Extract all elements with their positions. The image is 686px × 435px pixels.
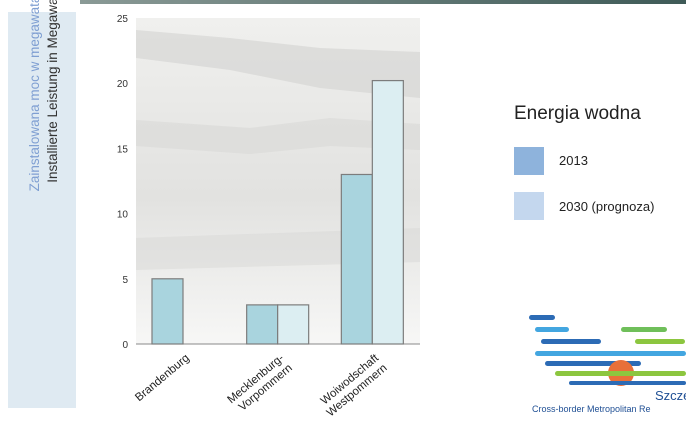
y-axis-label-panel	[8, 12, 76, 408]
cross-border-logo	[529, 315, 686, 386]
logo-city-text: Szcze	[655, 388, 686, 403]
y-tick-label: 10	[117, 210, 129, 221]
logo-stripe	[625, 351, 686, 356]
logo-stripe	[569, 381, 686, 385]
x-category-label: Brandenburg	[133, 352, 192, 404]
y-tick-label: 25	[117, 14, 129, 25]
y-tick-label: 20	[117, 79, 129, 90]
legend-title: Energia wodna	[514, 103, 641, 124]
legend-label-2030: 2030 (prognoza)	[559, 199, 655, 214]
y-tick-label: 5	[122, 275, 128, 286]
x-category-label-line: Brandenburg	[133, 352, 192, 404]
logo-stripe	[555, 371, 686, 376]
bar-2030-2	[277, 304, 310, 345]
bar-2013-3	[340, 173, 373, 345]
logo-stripe	[535, 327, 569, 332]
logo-stripe	[535, 351, 631, 356]
y-tick-label: 0	[122, 340, 128, 351]
bar-2030-3	[371, 79, 404, 345]
logo-stripe	[541, 339, 601, 344]
logo-subtitle: Cross-border Metropolitan Re	[532, 404, 651, 414]
legend-swatch-2030	[514, 192, 544, 220]
logo-stripe	[529, 315, 555, 320]
bar-2013-1	[151, 278, 184, 345]
x-category-label: Mecklenburg-Vorpommern	[225, 352, 294, 414]
logo-stripe	[621, 327, 667, 332]
header-rule	[80, 0, 686, 4]
legend-label-2013: 2013	[559, 153, 588, 168]
y-tick-label: 15	[117, 144, 129, 155]
logo-stripe	[635, 339, 685, 344]
bar-2013-2	[246, 304, 279, 345]
legend-swatch-2013	[514, 147, 544, 175]
